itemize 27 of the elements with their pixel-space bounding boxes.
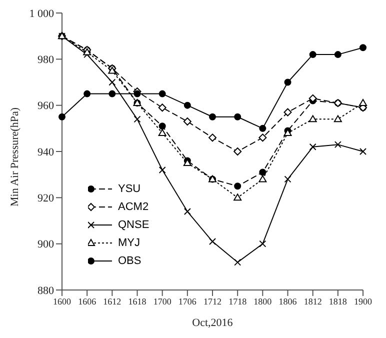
x-tick-label: 1818 [328,296,348,306]
legend-label: MYJ [118,237,140,249]
x-tick-label: 1612 [103,296,122,306]
x-tick-label: 1718 [228,296,248,306]
y-tick-label: 920 [38,192,54,205]
x-tick-label: 1712 [204,296,222,306]
y-axis-title: Min Air Pressure(hPa) [8,107,21,206]
x-tick-label: 1706 [178,296,197,306]
legend-label: ACM2 [118,201,149,213]
x-tick-label: 1806 [278,296,298,306]
y-tick-label: 960 [38,100,54,112]
x-tick-label: 1700 [153,296,172,306]
legend-label: QNSE [118,219,150,231]
x-axis-title: Oct,2016 [192,317,234,329]
x-tick-label: 1800 [254,296,272,306]
x-tick-label: 1618 [128,296,147,306]
x-tick-label: 1812 [304,296,322,306]
x-tick-label: 1600 [53,296,72,306]
y-tick-label: 940 [38,146,54,158]
legend-label: OBS [118,255,142,267]
x-tick-label: 1606 [78,296,97,306]
y-tick-label: 980 [38,54,54,66]
legend-label: YSU [118,183,141,195]
y-tick-label: 900 [38,238,54,251]
y-tick-label: 880 [38,284,54,297]
y-tick-label: 1 000 [29,8,54,20]
x-tick-label: 1900 [354,296,372,306]
